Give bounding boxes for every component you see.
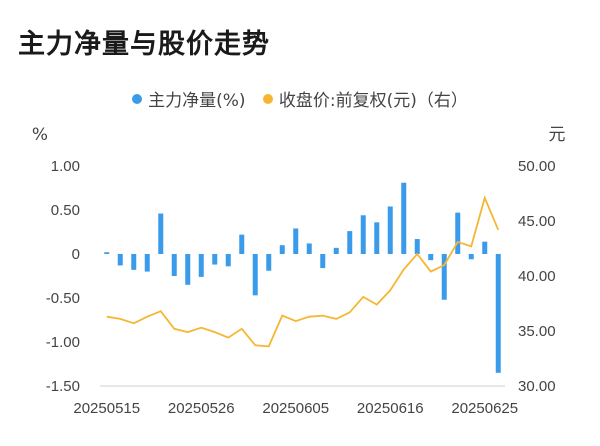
- right-axis: 50.00 45.00 40.00 35.00 30.00: [518, 158, 556, 395]
- left-axis-tick-label: -1.50: [46, 378, 80, 395]
- bar: [414, 239, 420, 254]
- x-axis-tick-label: 20250616: [357, 400, 424, 417]
- legend-label-net-flow: 主力净量(%): [148, 91, 246, 111]
- right-axis-tick-label: 30.00: [518, 378, 556, 395]
- left-axis-tick-label: 0: [72, 246, 80, 263]
- bar: [306, 243, 312, 254]
- bar: [144, 254, 150, 272]
- x-axis-tick-label: 20250515: [73, 400, 140, 417]
- bar: [225, 254, 231, 267]
- bar: [347, 231, 353, 254]
- left-axis-tick-label: -0.50: [46, 290, 80, 307]
- right-axis-tick-label: 50.00: [518, 158, 556, 175]
- chart-title: 主力净量与股价走势: [18, 29, 270, 60]
- bar: [185, 254, 191, 285]
- bar: [158, 213, 164, 254]
- left-axis-tick-label: 0.50: [51, 202, 80, 219]
- x-axis-tick-label: 20250605: [262, 400, 329, 417]
- bar: [104, 252, 110, 254]
- bar: [198, 254, 204, 277]
- left-axis-tick-label: -1.00: [46, 334, 80, 351]
- bar: [266, 254, 272, 271]
- bar: [293, 228, 299, 254]
- bar: [117, 254, 123, 266]
- legend-item-close-price[interactable]: 收盘价:前复权(元)（右）: [262, 86, 468, 111]
- bar: [387, 206, 393, 254]
- bar: [468, 254, 474, 260]
- bar: [401, 182, 407, 254]
- legend-marker-bar: [132, 93, 143, 104]
- x-axis-tick-label: 20250625: [451, 400, 518, 417]
- bar: [279, 245, 285, 254]
- chart-legend: 主力净量(%) 收盘价:前复权(元)（右）: [0, 86, 600, 111]
- bar: [239, 234, 245, 254]
- right-axis-tick-label: 45.00: [518, 213, 556, 230]
- bar: [455, 212, 461, 254]
- left-axis-tick-label: 1.00: [51, 158, 80, 175]
- bar: [252, 254, 258, 296]
- bar: [360, 215, 366, 254]
- close-price-line: [106, 195, 500, 348]
- bar: [333, 247, 339, 254]
- bar: [495, 254, 501, 373]
- bar: [171, 254, 177, 276]
- left-axis: 1.00 0.50 0 -0.50 -1.00 -1.50: [46, 158, 80, 395]
- bar: [131, 254, 137, 270]
- bar: [482, 241, 488, 254]
- legend-item-net-flow[interactable]: 主力净量(%): [132, 86, 246, 111]
- right-axis-unit: 元: [549, 125, 566, 145]
- bar: [320, 254, 326, 269]
- legend-marker-line: [262, 93, 273, 104]
- x-axis-tick-label: 20250526: [168, 400, 235, 417]
- right-axis-tick-label: 40.00: [518, 268, 556, 285]
- bar: [428, 254, 434, 261]
- legend-label-close-price: 收盘价:前复权(元)（右）: [278, 91, 468, 111]
- x-axis: 20250515 20250526 20250605 20250616 20250625: [73, 400, 518, 417]
- bar: [441, 254, 447, 300]
- bar: [212, 254, 218, 265]
- left-axis-unit: %: [32, 125, 48, 145]
- bar: [374, 222, 380, 254]
- bar-series: [104, 182, 501, 373]
- right-axis-tick-label: 35.00: [518, 323, 556, 340]
